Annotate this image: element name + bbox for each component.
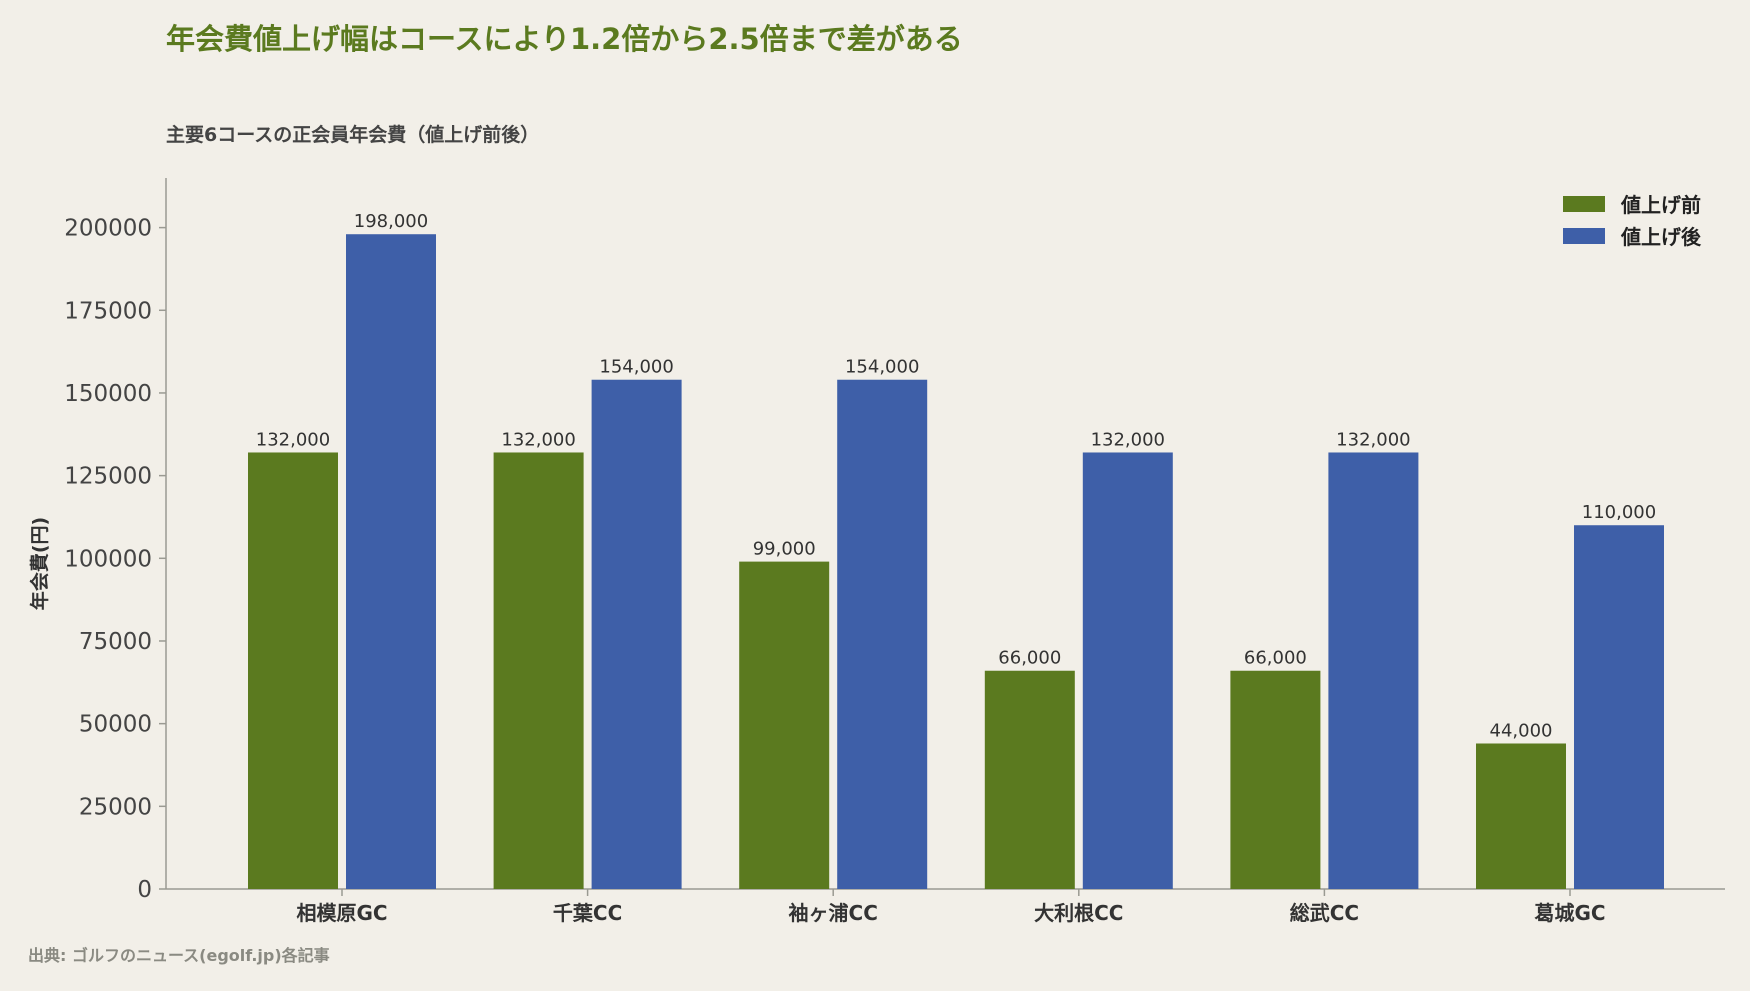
- y-tick-label: 150000: [64, 381, 152, 407]
- chart-subtitle: 主要6コースの正会員年会費（値上げ前後）: [166, 124, 540, 146]
- data-label-before: 66,000: [1244, 648, 1307, 669]
- data-label-after: 154,000: [845, 357, 919, 378]
- data-label-after: 132,000: [1091, 429, 1165, 450]
- data-label-before: 66,000: [998, 648, 1061, 669]
- y-tick-label: 50000: [79, 712, 152, 738]
- bars: [248, 234, 1664, 889]
- x-tick-label: 葛城GC: [1533, 901, 1605, 925]
- axes: 0 25000 50000 75000 100000 125000 150000 175000…: [28, 178, 1725, 925]
- legend-label-after: 値上げ後: [1620, 225, 1702, 249]
- source-note: 出典: ゴルフのニュース(egolf.jp)各記事: [28, 946, 330, 965]
- x-tick-label: 袖ヶ浦CC: [789, 901, 878, 925]
- bar-after: [1328, 452, 1419, 889]
- bar-before: [739, 561, 830, 889]
- y-tick-label: 100000: [64, 546, 152, 572]
- data-label-before: 44,000: [1490, 720, 1553, 741]
- legend-swatch-after: [1563, 228, 1605, 244]
- bar-after: [1082, 452, 1173, 889]
- bar-before: [1230, 670, 1321, 889]
- bar-before: [493, 452, 584, 889]
- bar-after: [591, 379, 682, 889]
- y-tick-label: 75000: [79, 629, 152, 655]
- x-tick-label: 大利根CC: [1034, 901, 1123, 925]
- bar-after: [1574, 525, 1664, 889]
- x-tick-label: 相模原GC: [296, 901, 387, 925]
- bar-before: [984, 670, 1075, 889]
- bar-before: [1476, 743, 1566, 889]
- data-label-after: 132,000: [1336, 429, 1410, 450]
- data-label-after: 110,000: [1582, 502, 1656, 523]
- x-tick-label: 千葉CC: [553, 901, 622, 925]
- data-label-before: 132,000: [501, 429, 575, 450]
- y-tick-label: 25000: [79, 794, 152, 820]
- data-label-before: 99,000: [753, 539, 816, 560]
- labels: 132,000 198,000 132,000 154,000 99,000 154,00…: [256, 211, 1656, 741]
- legend-label-before: 値上げ前: [1620, 193, 1701, 217]
- data-label-after: 198,000: [354, 211, 428, 232]
- chart-title: 年会費値上げ幅はコースにより1.2倍から2.5倍まで差がある: [166, 22, 963, 56]
- y-tick-label: 200000: [64, 216, 152, 242]
- bar-after: [837, 379, 928, 889]
- y-axis-title: 年会費(円): [28, 517, 51, 610]
- y-tick-label: 175000: [64, 298, 152, 324]
- bar-after: [346, 234, 436, 889]
- y-tick-label: 0: [137, 877, 152, 903]
- legend-swatch-before: [1563, 196, 1605, 212]
- x-tick-label: 総武CC: [1290, 901, 1359, 925]
- bar-before: [248, 452, 338, 889]
- y-tick-label: 125000: [64, 464, 152, 490]
- data-label-after: 154,000: [599, 357, 673, 378]
- data-label-before: 132,000: [256, 429, 330, 450]
